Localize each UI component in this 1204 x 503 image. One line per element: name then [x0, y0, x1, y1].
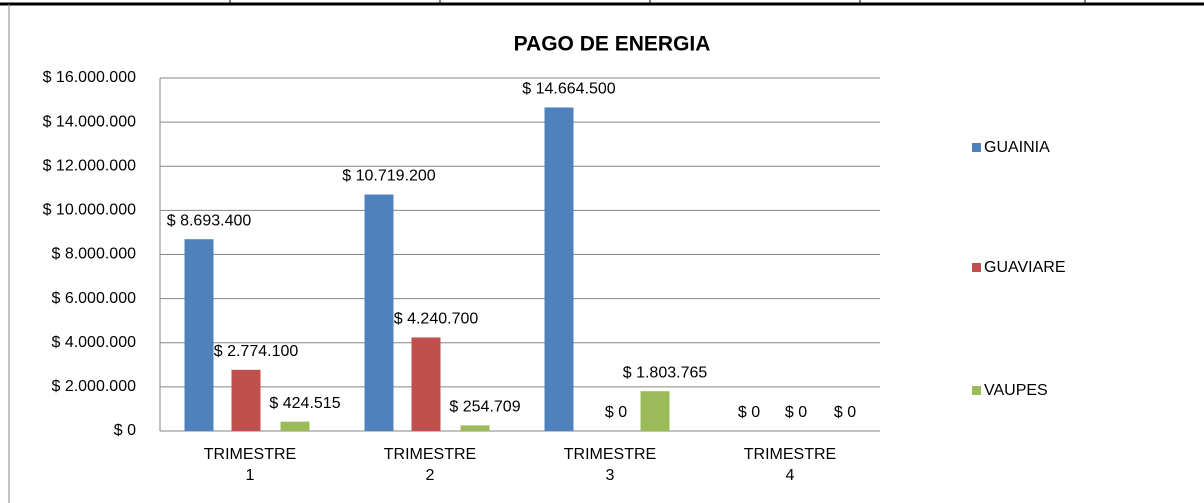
x-tick-label: TRIMESTRE 4 — [744, 446, 836, 484]
x-tick-label: TRIMESTRE 1 — [204, 446, 296, 484]
bar — [544, 107, 574, 431]
y-tick-label: $ 16.000.000 — [43, 69, 137, 86]
y-tick-label: $ 6.000.000 — [51, 290, 136, 307]
y-tick-label: $ 8.000.000 — [51, 246, 136, 263]
legend-label: GUAVIARE — [984, 259, 1066, 276]
data-label: $ 254.709 — [449, 399, 520, 416]
data-label: $ 0 — [738, 404, 760, 421]
legend-label: VAUPES — [984, 382, 1048, 399]
data-label: $ 0 — [785, 404, 807, 421]
bar — [364, 194, 394, 431]
x-tick-label: TRIMESTRE 3 — [564, 446, 656, 484]
data-label: $ 14.664.500 — [522, 81, 616, 98]
x-tick-label: TRIMESTRE 2 — [384, 446, 476, 484]
legend-swatch — [972, 143, 981, 152]
data-label: $ 424.515 — [269, 395, 340, 412]
bar — [184, 239, 214, 431]
data-label: $ 0 — [834, 404, 856, 421]
y-tick-label: $ 14.000.000 — [43, 113, 137, 130]
y-tick-label: $ 12.000.000 — [43, 157, 137, 174]
data-label: $ 0 — [605, 404, 627, 421]
data-label: $ 1.803.765 — [623, 364, 708, 381]
bar — [231, 369, 261, 431]
legend-swatch — [972, 263, 981, 272]
y-tick-label: $ 4.000.000 — [51, 334, 136, 351]
bar — [460, 425, 490, 431]
bar — [411, 337, 441, 431]
bar — [280, 421, 310, 431]
legend-label: GUAINIA — [984, 139, 1050, 156]
y-tick-label: $ 2.000.000 — [51, 378, 136, 395]
data-label: $ 2.774.100 — [214, 343, 299, 360]
chart-title: PAGO DE ENERGIA — [514, 33, 711, 56]
data-label: $ 8.693.400 — [167, 212, 252, 229]
y-tick-label: $ 10.000.000 — [43, 202, 137, 219]
data-label: $ 10.719.200 — [342, 168, 436, 185]
legend-swatch — [972, 386, 981, 395]
bar — [640, 391, 670, 431]
y-tick-label: $ 0 — [114, 422, 136, 439]
data-label: $ 4.240.700 — [394, 311, 479, 328]
